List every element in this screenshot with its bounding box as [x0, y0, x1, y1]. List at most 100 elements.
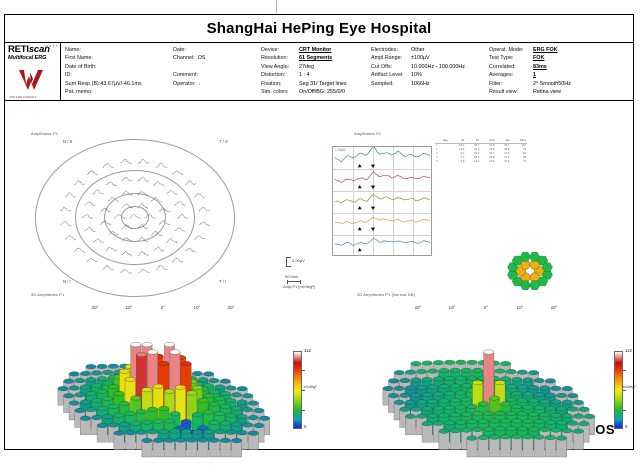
- table-column-header: P1: [465, 139, 481, 145]
- degree-tick: 10°: [193, 305, 201, 310]
- degree-tick: 10°: [125, 305, 133, 310]
- surface-cell-cap: [203, 383, 214, 389]
- surface-cell-cap: [500, 434, 511, 440]
- surface-cell-cap: [455, 404, 467, 410]
- surface-cell-cap: [444, 391, 455, 396]
- surface-cell-cap: [573, 400, 584, 405]
- surface-cell-cap: [461, 396, 472, 402]
- surface-cell-cap: [203, 371, 214, 377]
- surface-cell-cap: [494, 410, 506, 416]
- surface-cell-cap: [545, 392, 556, 398]
- field-trace: [84, 226, 96, 232]
- field-trace: [153, 246, 165, 252]
- surface-cell-cap: [220, 437, 231, 443]
- device-info-column: Device: CRT Monitor Resolution: 61 Segment…: [261, 46, 371, 100]
- surface-cell-cap: [393, 370, 405, 376]
- surface-cell-cap: [466, 435, 478, 441]
- surface-cell-cap: [438, 383, 450, 389]
- table-column-header: N1: [448, 139, 466, 145]
- surface-cell-cap: [578, 421, 590, 427]
- surface-cell-cap: [242, 422, 254, 428]
- surface-cell-cap: [444, 359, 455, 365]
- surface-cell-cap: [477, 401, 489, 407]
- surface-cell-cap: [444, 405, 455, 411]
- surface-cell-cap: [533, 434, 545, 440]
- surface-cell-cap: [545, 378, 556, 384]
- surface-cell-cap: [85, 407, 97, 413]
- field-trace: [121, 190, 133, 196]
- surface-cell-cap: [214, 429, 226, 435]
- field-corner-top-right: T / S: [219, 139, 228, 144]
- surface-cell-cap: [175, 437, 186, 443]
- field-trace: [121, 203, 133, 209]
- surface-cell-cap: [113, 412, 125, 418]
- field-trace: [137, 236, 149, 242]
- n1-trough-marker: [357, 227, 362, 231]
- surface-cell-cap: [528, 411, 539, 417]
- surface-cell-cap: [584, 413, 595, 419]
- surface-cell-cap: [505, 383, 517, 389]
- device-value: CRT Monitor: [299, 47, 332, 53]
- distortion-value: 1 : 4: [299, 72, 310, 79]
- table-cell: 52: [523, 152, 526, 156]
- field-trace: [60, 206, 72, 212]
- surface-cell-cap: [567, 393, 579, 399]
- surface-cell-cap: [80, 415, 91, 421]
- surface-cell-cap: [533, 405, 545, 411]
- surface-cell-cap: [74, 392, 86, 398]
- ring-waveform-trace: [334, 171, 431, 183]
- surface-cell-cap: [220, 391, 231, 396]
- colorbar-left-min: 0: [304, 424, 307, 429]
- surface-cell-cap: [214, 384, 226, 390]
- electrodes-info-column: Electrodes: Other Ampl.Range: ±100µV Cut O…: [371, 46, 489, 100]
- session-operator-value: .: [198, 80, 201, 87]
- surface-cell-cap: [500, 418, 511, 424]
- surface-cell-cap: [449, 428, 461, 434]
- surface-cell-cap: [192, 371, 203, 376]
- sampled-value: 1066Hz: [411, 80, 430, 87]
- session-spacer: [173, 63, 213, 71]
- surface-cell-cap: [119, 421, 130, 427]
- waveform-traces-svg: [334, 147, 431, 252]
- table-cell: 112: [521, 144, 526, 148]
- surface-cell-cap: [186, 390, 198, 396]
- p1-peak-marker: [370, 206, 376, 210]
- surface-cell-cap: [517, 411, 528, 417]
- surface-cell-cap: [466, 375, 478, 381]
- surface-cell-cap: [528, 370, 539, 376]
- logo-brand-accent: scan: [28, 44, 50, 55]
- patient-field-label: Pat. memo:: [65, 89, 93, 96]
- patient-info-column: Name: First Name: Date of Birth: ID: Sum…: [65, 46, 173, 100]
- surface-cell-cap: [522, 434, 534, 440]
- surface-cell-cap: [427, 399, 439, 404]
- field-ring-outer: [35, 139, 235, 297]
- surface-cell-cap: [80, 371, 91, 376]
- field-traces-svg: [60, 158, 210, 274]
- field-trace: [137, 176, 150, 182]
- table-cell: 25.8: [489, 156, 495, 160]
- n1-trough-marker: [357, 206, 362, 210]
- hex-cell: [519, 252, 531, 262]
- surface-cell-cap: [421, 392, 433, 397]
- surface-cell-cap: [214, 411, 226, 417]
- logo-brand-main: RETI: [8, 44, 29, 55]
- scale-annotations: 2.00µV 50.0ms Amp.P1 [nV/deg²]: [283, 257, 343, 300]
- colorbar-left-unit: nV/deg²: [304, 385, 317, 389]
- surface-cell-cap: [236, 414, 248, 420]
- logo-caption: ROLAND CONSULT: [10, 96, 37, 99]
- surface-cell-cap: [567, 420, 579, 426]
- page-top-tick: [276, 0, 277, 13]
- table-cell: 47.9: [504, 160, 510, 164]
- surface-cell-cap: [494, 380, 506, 386]
- surface-cell-cap: [573, 413, 584, 419]
- surface-cell-cap: [561, 399, 573, 405]
- surface-pillar-side: [405, 416, 416, 435]
- fixation-value: Seg 31/ Target lines: [299, 80, 347, 87]
- session-channel-value: OS: [197, 55, 206, 62]
- surface-cell-cap: [197, 377, 209, 383]
- surface-cell-cap: [113, 391, 125, 396]
- degree-tick: 10°: [516, 305, 524, 310]
- surface-cell-cap: [466, 419, 478, 425]
- hexagon-density-map: [507, 252, 553, 290]
- field-trace: [73, 247, 86, 253]
